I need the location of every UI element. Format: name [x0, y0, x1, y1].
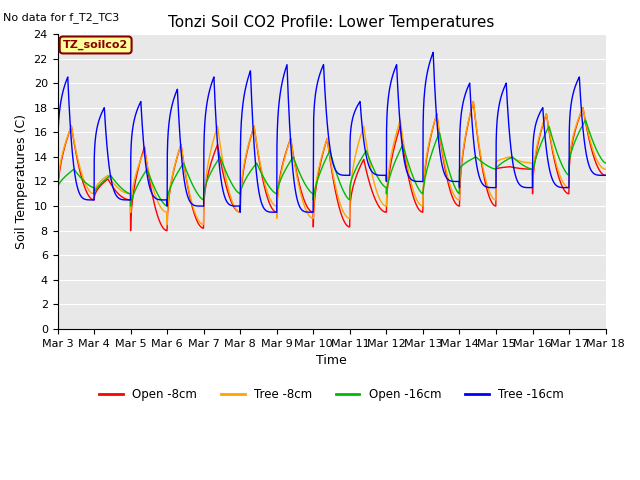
Open -16cm [149, 181, 157, 187]
X-axis label: Time: Time [316, 354, 347, 367]
Open -8cm [602, 172, 609, 178]
Line: Open -8cm: Open -8cm [58, 102, 605, 231]
Line: Open -16cm: Open -16cm [58, 120, 605, 206]
Tree -16cm [602, 172, 609, 178]
Tree -8cm [148, 184, 156, 190]
Tree -8cm [163, 222, 171, 228]
Tree -8cm [591, 153, 599, 158]
Y-axis label: Soil Temperatures (C): Soil Temperatures (C) [15, 114, 28, 249]
Tree -16cm [532, 120, 540, 126]
Open -16cm [582, 117, 589, 123]
Tree -16cm [236, 209, 244, 215]
Tree -16cm [591, 171, 599, 177]
Legend: Open -8cm, Tree -8cm, Open -16cm, Tree -16cm: Open -8cm, Tree -8cm, Open -16cm, Tree -… [95, 384, 568, 406]
Tree -8cm [116, 187, 124, 192]
Open -8cm [532, 151, 540, 156]
Open -8cm [54, 197, 61, 203]
Open -16cm [264, 182, 271, 188]
Tree -16cm [116, 196, 124, 202]
Tree -16cm [148, 192, 156, 198]
Open -8cm [470, 99, 477, 105]
Tree -8cm [470, 99, 477, 105]
Tree -16cm [264, 209, 271, 215]
Open -8cm [591, 157, 599, 163]
Tree -8cm [532, 148, 540, 154]
Open -16cm [532, 156, 540, 161]
Open -8cm [288, 142, 296, 147]
Tree -8cm [264, 191, 271, 196]
Tree -8cm [54, 191, 61, 197]
Open -16cm [54, 185, 61, 191]
Tree -16cm [54, 197, 61, 203]
Open -16cm [116, 184, 124, 190]
Tree -8cm [288, 142, 296, 148]
Line: Tree -8cm: Tree -8cm [58, 102, 605, 225]
Text: TZ_soilco2: TZ_soilco2 [63, 40, 128, 50]
Text: No data for f_T2_TC3: No data for f_T2_TC3 [3, 12, 120, 23]
Open -16cm [288, 156, 296, 162]
Tree -8cm [602, 166, 609, 172]
Open -16cm [602, 160, 609, 166]
Title: Tonzi Soil CO2 Profile: Lower Temperatures: Tonzi Soil CO2 Profile: Lower Temperatur… [168, 15, 495, 30]
Line: Tree -16cm: Tree -16cm [58, 52, 605, 212]
Open -8cm [149, 194, 157, 200]
Open -8cm [127, 228, 134, 234]
Open -16cm [591, 144, 599, 149]
Open -8cm [116, 192, 124, 198]
Open -8cm [264, 196, 271, 202]
Tree -16cm [429, 49, 437, 55]
Open -16cm [127, 203, 134, 209]
Tree -16cm [288, 153, 296, 158]
